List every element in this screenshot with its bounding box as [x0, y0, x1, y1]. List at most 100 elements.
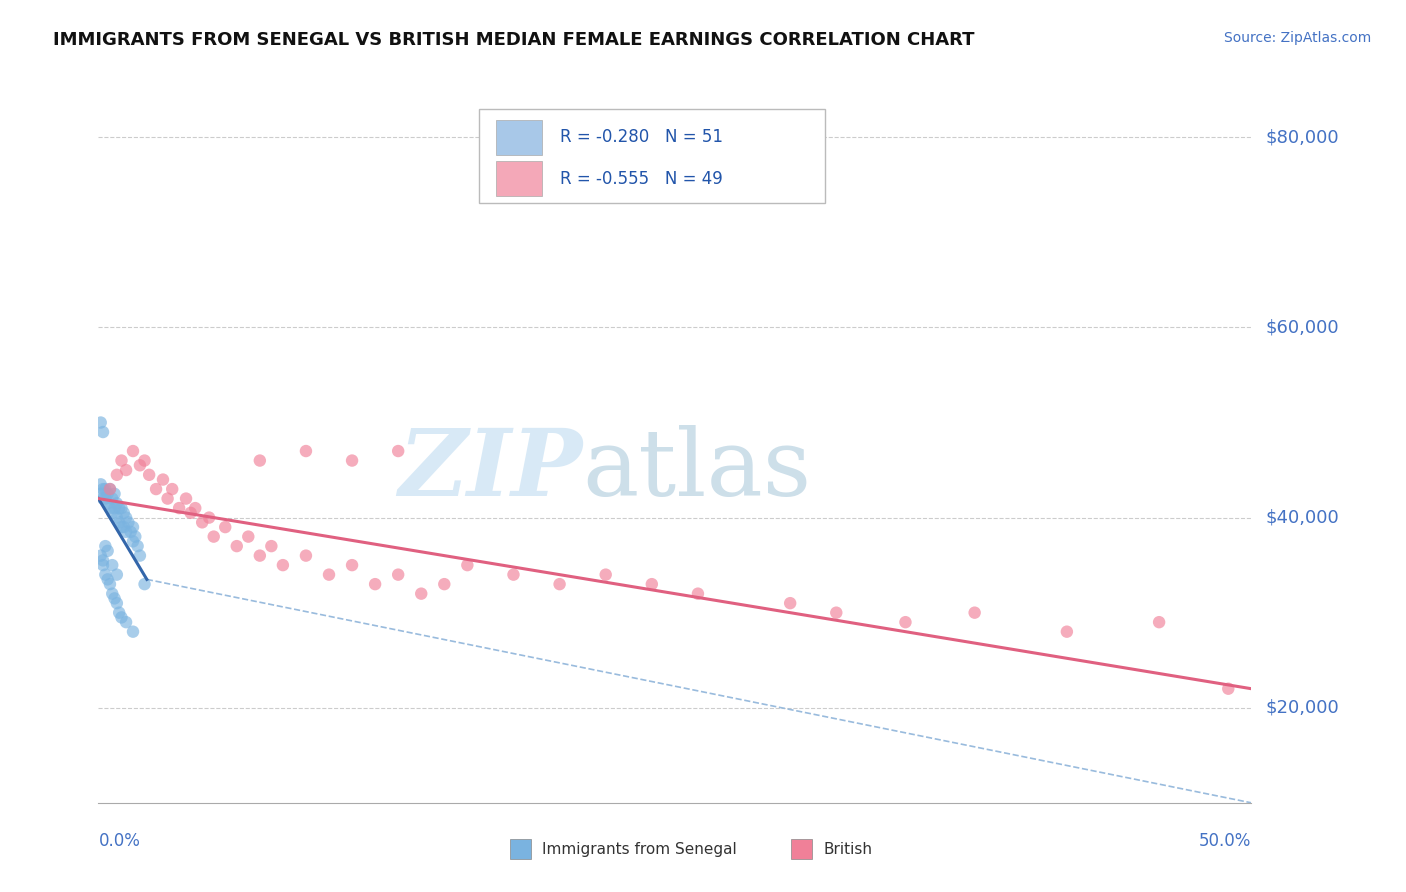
Point — [894, 615, 917, 630]
Point — [129, 458, 152, 473]
Point — [387, 567, 409, 582]
Point — [129, 549, 152, 563]
Text: British: British — [824, 842, 872, 856]
Point — [97, 544, 120, 558]
Point — [90, 549, 112, 563]
Point — [122, 444, 145, 458]
Point — [184, 501, 207, 516]
Point — [271, 558, 294, 573]
Point — [214, 520, 236, 534]
Point — [98, 501, 121, 516]
Point — [595, 567, 617, 582]
Point — [98, 577, 121, 591]
Point — [112, 520, 135, 534]
Point — [134, 453, 156, 467]
Point — [127, 539, 149, 553]
FancyBboxPatch shape — [496, 120, 543, 154]
Point — [174, 491, 197, 506]
Point — [117, 516, 139, 530]
Point — [110, 501, 132, 516]
Point — [110, 520, 132, 534]
Point — [340, 558, 363, 573]
Point — [122, 520, 145, 534]
Point — [98, 482, 121, 496]
Point — [433, 577, 456, 591]
Text: 50.0%: 50.0% — [1199, 831, 1251, 850]
Point — [97, 496, 120, 510]
Text: atlas: atlas — [582, 425, 811, 516]
Point — [94, 539, 117, 553]
Point — [110, 610, 132, 624]
Point — [364, 577, 387, 591]
Point — [108, 606, 131, 620]
Point — [124, 530, 146, 544]
Point — [97, 487, 120, 501]
Point — [94, 491, 117, 506]
Point — [160, 482, 183, 496]
Point — [387, 444, 409, 458]
Point — [156, 491, 179, 506]
Point — [115, 510, 138, 524]
Text: Immigrants from Senegal: Immigrants from Senegal — [543, 842, 737, 856]
Point — [91, 553, 114, 567]
Point — [225, 539, 247, 553]
Point — [103, 591, 125, 606]
Text: R = -0.280   N = 51: R = -0.280 N = 51 — [560, 128, 723, 146]
Point — [502, 567, 524, 582]
Point — [90, 416, 112, 430]
Point — [1218, 681, 1240, 696]
Point — [90, 487, 112, 501]
Point — [120, 524, 142, 539]
Point — [108, 516, 131, 530]
Point — [115, 615, 138, 630]
Point — [91, 425, 114, 439]
Point — [340, 453, 363, 467]
Point — [145, 482, 167, 496]
Point — [318, 567, 340, 582]
Point — [105, 596, 128, 610]
Point — [108, 501, 131, 516]
Point — [94, 567, 117, 582]
Point — [91, 482, 114, 496]
Text: IMMIGRANTS FROM SENEGAL VS BRITISH MEDIAN FEMALE EARNINGS CORRELATION CHART: IMMIGRANTS FROM SENEGAL VS BRITISH MEDIA… — [53, 31, 974, 49]
Point — [122, 534, 145, 549]
Point — [238, 530, 260, 544]
Point — [91, 558, 114, 573]
Point — [180, 506, 202, 520]
Point — [97, 573, 120, 587]
Point — [103, 487, 125, 501]
Point — [90, 477, 112, 491]
Point — [295, 444, 318, 458]
Point — [103, 501, 125, 516]
Text: $20,000: $20,000 — [1265, 698, 1339, 717]
Point — [686, 587, 709, 601]
FancyBboxPatch shape — [479, 109, 825, 203]
Point — [115, 524, 138, 539]
Point — [105, 467, 128, 482]
Point — [249, 549, 271, 563]
Point — [202, 530, 225, 544]
Text: 0.0%: 0.0% — [98, 831, 141, 850]
Point — [138, 467, 160, 482]
Point — [98, 482, 121, 496]
FancyBboxPatch shape — [496, 161, 543, 196]
Point — [94, 482, 117, 496]
Point — [101, 506, 124, 520]
Point — [91, 491, 114, 506]
Point — [110, 453, 132, 467]
Point — [101, 558, 124, 573]
Point — [260, 539, 283, 553]
Point — [112, 506, 135, 520]
Point — [198, 510, 221, 524]
Text: Source: ZipAtlas.com: Source: ZipAtlas.com — [1223, 31, 1371, 45]
Point — [101, 587, 124, 601]
Point — [122, 624, 145, 639]
Point — [1147, 615, 1170, 630]
Point — [105, 567, 128, 582]
Text: $60,000: $60,000 — [1265, 318, 1339, 336]
Point — [105, 510, 128, 524]
Text: ZIP: ZIP — [398, 425, 582, 516]
Point — [101, 491, 124, 506]
Point — [152, 473, 174, 487]
Point — [134, 577, 156, 591]
